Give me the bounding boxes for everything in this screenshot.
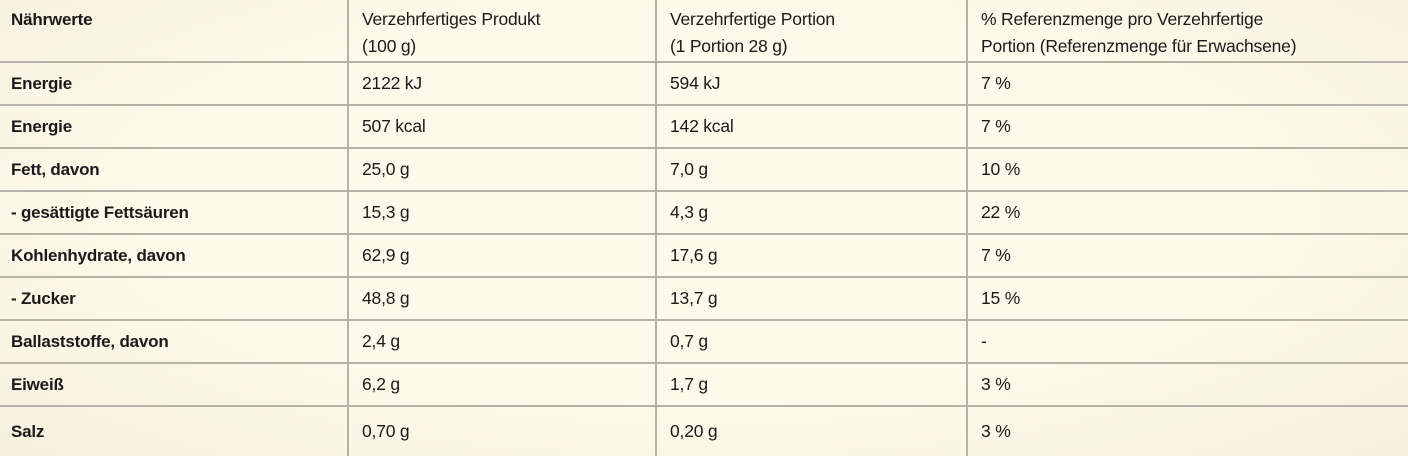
header-cell-product: Verzehrfertiges Produkt (100 g) — [349, 0, 657, 61]
per-100g-cell: 62,9 g — [349, 235, 657, 276]
table-row-salt: Salz 0,70 g 0,20 g 3 % — [0, 407, 1408, 456]
reference-cell: 7 % — [981, 73, 1011, 93]
per-100g-cell: 2,4 g — [349, 321, 657, 362]
table-header-row: Nährwerte Verzehrfertiges Produkt (100 g… — [0, 0, 1408, 63]
header-reference-line2: Portion (Referenzmenge für Erwachsene) — [981, 36, 1297, 56]
per-portion-cell: 4,3 g — [657, 192, 968, 233]
reference-cell: 7 % — [981, 245, 1011, 265]
reference-cell: 7 % — [981, 116, 1011, 136]
header-product-line1: Verzehrfertiges Produkt — [362, 9, 541, 29]
row-label-cell: Energie — [0, 106, 349, 147]
table-row-energy-kj: Energie 2122 kJ 594 kJ 7 % — [0, 63, 1408, 106]
header-nutrients-line1: Nährwerte — [11, 10, 93, 29]
table-row-protein: Eiweiß 6,2 g 1,7 g 3 % — [0, 364, 1408, 407]
per-100g-cell: 25,0 g — [349, 149, 657, 190]
header-portion-line2: (1 Portion 28 g) — [670, 36, 788, 56]
reference-cell: 3 % — [981, 374, 1011, 394]
reference-cell: 15 % — [981, 288, 1021, 308]
per-100g-cell: 507 kcal — [349, 106, 657, 147]
per-100g-cell: 2122 kJ — [349, 63, 657, 104]
per-portion-cell: 0,20 g — [657, 407, 968, 456]
per-100g-cell: 0,70 g — [349, 407, 657, 456]
per-portion-cell: 142 kcal — [657, 106, 968, 147]
header-product-line2: (100 g) — [362, 36, 417, 56]
table-row-energy-kcal: Energie 507 kcal 142 kcal 7 % — [0, 106, 1408, 149]
per-portion-cell: 7,0 g — [657, 149, 968, 190]
row-label-cell: Eiweiß — [0, 364, 349, 405]
row-label-cell: Salz — [0, 407, 349, 456]
row-label-cell: Fett, davon — [0, 149, 349, 190]
header-cell-reference: % Referenzmenge pro Verzehrfertige Porti… — [968, 0, 1408, 61]
per-portion-cell: 1,7 g — [657, 364, 968, 405]
header-portion-line1: Verzehrfertige Portion — [670, 9, 835, 29]
row-label-cell: - gesättigte Fettsäuren — [0, 192, 349, 233]
per-portion-cell: 0,7 g — [657, 321, 968, 362]
header-cell-portion: Verzehrfertige Portion (1 Portion 28 g) — [657, 0, 968, 61]
table-row-fiber: Ballaststoffe, davon 2,4 g 0,7 g - — [0, 321, 1408, 364]
table-row-carbohydrates: Kohlenhydrate, davon 62,9 g 17,6 g 7 % — [0, 235, 1408, 278]
row-label-cell: Kohlenhydrate, davon — [0, 235, 349, 276]
row-label-cell: - Zucker — [0, 278, 349, 319]
table-row-saturated-fat: - gesättigte Fettsäuren 15,3 g 4,3 g 22 … — [0, 192, 1408, 235]
per-100g-cell: 48,8 g — [349, 278, 657, 319]
per-100g-cell: 6,2 g — [349, 364, 657, 405]
per-portion-cell: 13,7 g — [657, 278, 968, 319]
per-100g-cell: 15,3 g — [349, 192, 657, 233]
reference-cell: 3 % — [981, 421, 1011, 441]
header-reference-line1: % Referenzmenge pro Verzehrfertige — [981, 9, 1264, 29]
reference-cell: - — [981, 331, 987, 351]
reference-cell: 22 % — [981, 202, 1021, 222]
row-label-cell: Energie — [0, 63, 349, 104]
per-portion-cell: 17,6 g — [657, 235, 968, 276]
reference-cell: 10 % — [981, 159, 1021, 179]
table-row-sugar: - Zucker 48,8 g 13,7 g 15 % — [0, 278, 1408, 321]
per-portion-cell: 594 kJ — [657, 63, 968, 104]
table-row-fat: Fett, davon 25,0 g 7,0 g 10 % — [0, 149, 1408, 192]
row-label-cell: Ballaststoffe, davon — [0, 321, 349, 362]
header-cell-nutrients: Nährwerte — [0, 0, 349, 61]
